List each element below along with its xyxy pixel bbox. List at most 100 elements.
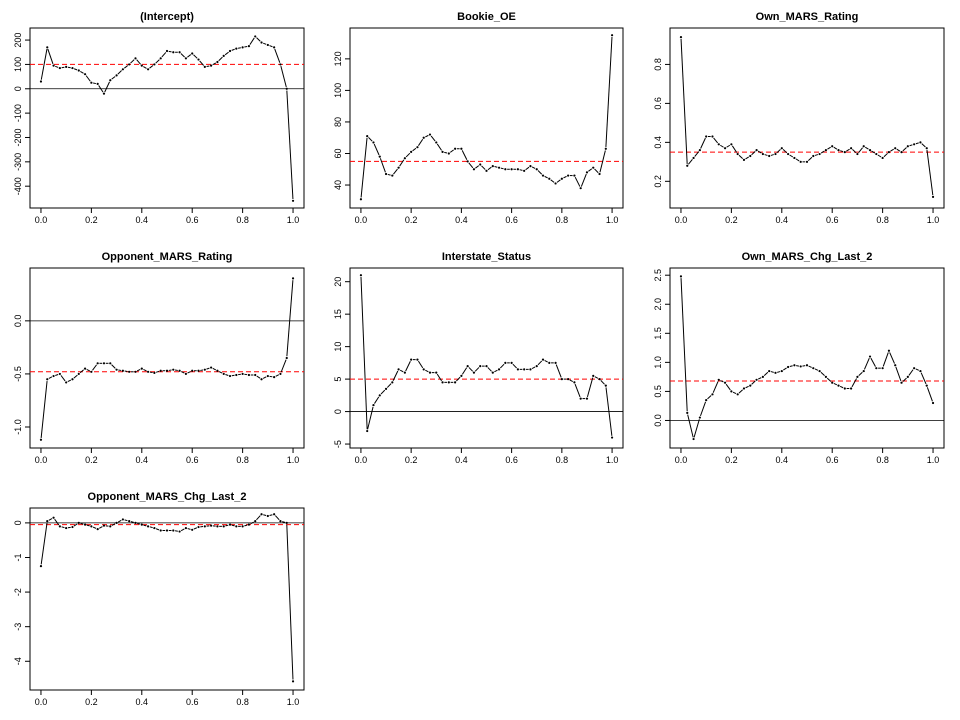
panel-1-data-point	[52, 64, 55, 67]
panel-5-series-segment	[461, 367, 468, 375]
panel-6-data-point	[711, 393, 714, 396]
panel-7-data-point	[279, 520, 282, 523]
panel-3-data-point	[856, 152, 859, 156]
panel-2-x-tick-label: 0.0	[355, 215, 368, 225]
panel-5-y-tick-label: 10	[333, 342, 343, 352]
panel-6-data-point	[686, 411, 689, 415]
panel-1-data-point	[71, 66, 74, 70]
panel-4-series-segment	[67, 379, 72, 383]
panel-3-data-point	[755, 149, 758, 152]
panel-4-data-point	[184, 372, 188, 376]
panel-4-data-point	[165, 369, 169, 372]
panel-4-x-tick-label: 0.2	[85, 455, 98, 465]
panel-5-y-tick-label: 15	[333, 309, 343, 319]
panel-5-data-point	[510, 361, 513, 364]
panel-6-data-point	[742, 387, 746, 390]
panel-3-series-segment	[890, 148, 894, 152]
panel-6-series-segment	[725, 383, 731, 391]
panel-6-series-segment	[826, 377, 832, 382]
panel-2-series-segment	[588, 168, 593, 172]
panel-5-data-point	[535, 365, 538, 368]
panel-4-data-point	[216, 369, 219, 372]
panel-3-x-tick-label: 0.6	[826, 215, 839, 225]
panel-4-data-point	[109, 362, 112, 365]
panel-2-y-tick-label: 120	[333, 51, 343, 66]
panel-7-data-point	[121, 518, 124, 521]
panel-6-series-segment	[858, 371, 863, 377]
panel-7-series-segment	[61, 526, 65, 529]
panel-4-data-point	[235, 373, 238, 377]
panel-5-series-segment	[544, 360, 548, 363]
panel-4-series-segment	[286, 280, 294, 357]
panel-5-data-point	[579, 397, 582, 400]
panel-2-data-point	[472, 168, 476, 171]
panel-3-data-point	[786, 152, 790, 156]
panel-5-series-segment	[487, 367, 492, 372]
panel-5-data-point	[592, 374, 595, 377]
panel-6-data-point	[799, 365, 802, 368]
panel-2-series-segment	[405, 152, 411, 158]
panel-6-x-tick-label: 0.2	[725, 455, 738, 465]
panel-5-data-point	[466, 365, 469, 368]
panel-4-y-tick-label: -1.0	[13, 419, 23, 435]
panel-2-data-point	[416, 146, 419, 149]
panel-3-series-segment	[776, 149, 781, 154]
panel-2-data-point	[391, 174, 394, 177]
panel-4-data-point	[83, 367, 87, 370]
panel-1-series-segment	[104, 81, 110, 93]
panel-3-x-tick-label: 0.4	[776, 215, 789, 225]
panel-3-data-point	[692, 156, 695, 160]
panel-2-series-segment	[399, 159, 405, 167]
panel-4-series-segment	[79, 369, 85, 374]
panel-2-series-segment	[594, 168, 599, 174]
panel-7-data-point	[159, 529, 162, 532]
panel-6-data-point	[894, 364, 897, 367]
panel-6-series-segment	[833, 382, 838, 386]
panel-1-data-point	[254, 35, 257, 38]
panel-1-series-segment	[55, 65, 59, 68]
panel-1-data-point	[222, 54, 225, 58]
panel-2-series-segment	[599, 150, 606, 173]
panel-5-x-tick-label: 0.2	[405, 455, 418, 465]
panel-7-series-segment	[274, 515, 280, 521]
panel-3-y-tick-label: 0.4	[653, 136, 663, 149]
panel-4-data-point	[121, 369, 124, 372]
panel-7-series-segment	[286, 524, 294, 680]
panel-1-intercept: (Intercept) 0.0 0.2 0.4 0.6 0.8 1.0 -400 -300 -20…	[13, 11, 305, 225]
panel-1-y-tick-label: -100	[13, 104, 23, 122]
panel-7-data-point	[58, 525, 61, 528]
panel-7-y-tick-label: -1	[13, 553, 23, 561]
panel-4-title: Opponent_MARS_Rating	[102, 251, 233, 263]
panel-2-data-point	[529, 165, 532, 168]
panel-3-data-point	[799, 160, 802, 163]
panel-4-series-segment	[262, 376, 267, 379]
panel-5-data-point	[523, 368, 526, 371]
panel-3-series-segment	[896, 148, 901, 152]
panel-5-series-segment	[436, 373, 442, 382]
panel-6-plot-frame	[669, 267, 945, 449]
panel-1-data-point	[247, 45, 251, 48]
panel-2-series-segment	[418, 138, 424, 146]
panel-1-series-segment	[206, 65, 210, 68]
panel-1-data-point	[115, 74, 118, 77]
panel-5-series-segment	[600, 380, 605, 385]
panel-6-series-segment	[920, 372, 927, 385]
panel-3-series-segment	[840, 150, 844, 153]
panel-2-data-point	[592, 166, 595, 169]
panel-2-series-segment	[525, 166, 530, 171]
panel-5-data-point	[548, 361, 551, 364]
panel-5-data-point	[479, 365, 482, 368]
panel-3-series-segment	[757, 150, 762, 154]
panel-5-x-tick-label: 0.4	[455, 455, 468, 465]
panel-7-series-segment	[250, 521, 254, 525]
panel-2-data-point	[491, 165, 494, 168]
panel-3-series-segment	[807, 156, 813, 161]
panel-4-series-segment	[212, 367, 217, 371]
panel-5-data-point	[585, 397, 589, 400]
panel-6-data-point	[730, 390, 733, 393]
panel-3-series-segment	[795, 158, 800, 162]
panel-1-series-segment	[98, 85, 104, 93]
panel-1-data-point	[178, 51, 181, 54]
panel-1-data-point	[83, 73, 87, 76]
panel-4-series-segment	[218, 371, 223, 374]
